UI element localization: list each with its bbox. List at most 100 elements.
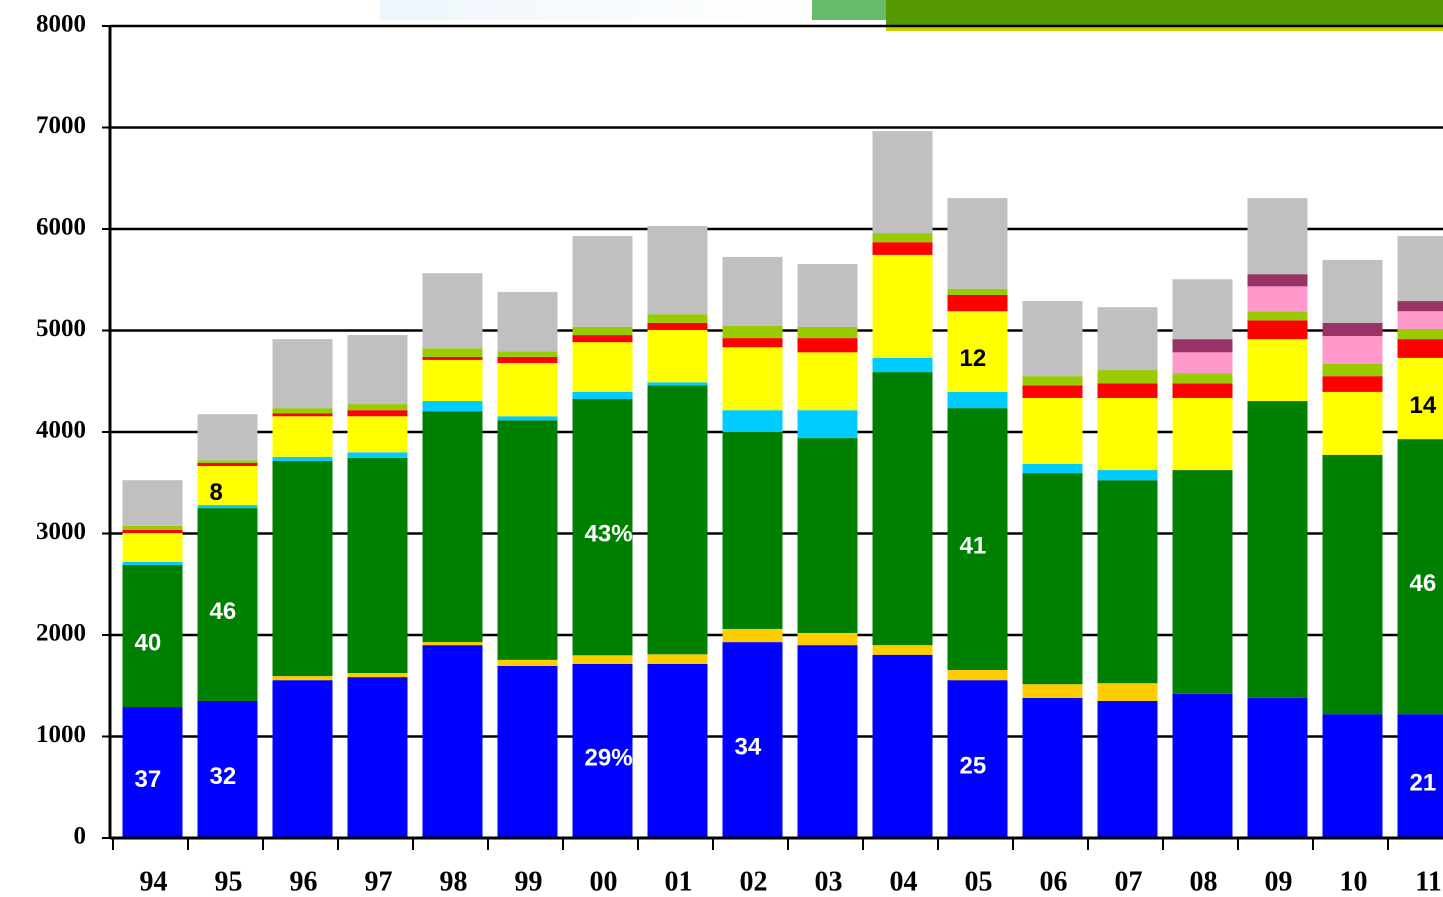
bar-segment (272, 680, 333, 838)
bar-segment (422, 359, 483, 402)
bar-segment (497, 362, 558, 417)
y-tick-label: 7000 (36, 112, 86, 139)
bar-segment (1022, 397, 1083, 464)
bar-segment (272, 416, 333, 457)
bar-segment (722, 410, 783, 432)
bar-segment (1097, 307, 1158, 371)
bar-segment (1397, 439, 1443, 715)
bar-segment (797, 264, 858, 327)
bar-segment (647, 322, 708, 330)
bar-segment (497, 291, 558, 352)
bar-segment (572, 391, 633, 400)
bar-segment (1397, 236, 1443, 302)
data-label: 12 (960, 345, 987, 372)
bar-segment (1172, 352, 1233, 374)
bar-segment (497, 659, 558, 666)
bar-segment (1322, 336, 1383, 364)
bar-segment (272, 413, 333, 417)
bar-segment (1022, 473, 1083, 685)
bar-segment (1397, 714, 1443, 838)
bar-segment (947, 311, 1008, 392)
bar-segment (947, 680, 1008, 838)
bar-segment (497, 420, 558, 660)
bar-segment (1322, 391, 1383, 455)
bar-segment (647, 382, 708, 386)
bar-segment (797, 338, 858, 353)
x-tick-label: 01 (665, 866, 693, 897)
bar-segment (197, 460, 258, 463)
bar-segment (272, 339, 333, 409)
bar-segment (797, 632, 858, 646)
data-label: 14 (1410, 392, 1437, 419)
y-tick-label: 5000 (36, 315, 86, 342)
bar-segment (1172, 373, 1233, 384)
bar-segment (572, 655, 633, 664)
bar-segment (947, 294, 1008, 312)
bar-segment (1397, 357, 1443, 440)
bar-segment (347, 673, 408, 678)
bar-segment (722, 628, 783, 643)
bar-segment (647, 329, 708, 383)
bar-segment (122, 532, 183, 562)
y-tick-label: 8000 (36, 11, 86, 38)
bar-segment (1247, 697, 1308, 838)
bar-segment (422, 642, 483, 646)
bar-segment (197, 466, 258, 506)
bar-segment (1322, 363, 1383, 377)
bar-segment (122, 707, 183, 838)
bar-segment (1322, 322, 1383, 337)
bar-segment (1022, 684, 1083, 698)
bar-segment (1397, 301, 1443, 312)
bar-segment (1172, 397, 1233, 471)
bar-segment (647, 385, 708, 655)
bar-segment (1172, 339, 1233, 353)
bar-segment (122, 529, 183, 533)
data-label: 46 (210, 598, 237, 625)
y-tick-label: 4000 (36, 417, 86, 444)
x-tick-label: 98 (440, 866, 468, 897)
x-tick-label: 96 (290, 866, 318, 897)
bar-segment (122, 564, 183, 708)
bar-segment (197, 505, 258, 509)
bar-segment (1097, 480, 1158, 684)
bar-segment (647, 314, 708, 323)
bar-segment (1172, 383, 1233, 398)
bar-segment (1247, 320, 1308, 340)
header-decoration (886, 0, 1443, 27)
bar-segment (722, 325, 783, 339)
data-label: 25 (960, 752, 987, 779)
data-label: 40 (135, 629, 162, 656)
x-tick-label: 95 (215, 866, 243, 897)
bar-segment (872, 131, 933, 234)
header-decoration (886, 26, 1443, 31)
header-decoration (812, 0, 886, 20)
bar-segment (197, 462, 258, 467)
bar-segment (797, 410, 858, 439)
bar-segment (572, 663, 633, 838)
bar-segment (872, 242, 933, 255)
bar-segment (497, 665, 558, 838)
bar-segment (797, 326, 858, 339)
data-label: 46 (1410, 570, 1437, 597)
y-tick-label: 3000 (36, 518, 86, 545)
bar-segment (572, 399, 633, 656)
y-tick-label: 1000 (36, 721, 86, 748)
bar-segment (1172, 693, 1233, 838)
bar-segment (1097, 383, 1158, 398)
bar-segment (197, 508, 258, 701)
data-label: 34 (735, 733, 762, 760)
bar-segment (1322, 259, 1383, 323)
bar-segment (797, 645, 858, 838)
x-tick-label: 99 (515, 866, 543, 897)
bar-segment (1397, 311, 1443, 329)
bar-segment (347, 452, 408, 458)
bar-segment (947, 198, 1008, 289)
data-label: 29% (585, 744, 633, 771)
bar-segment (722, 642, 783, 838)
bar-segment (872, 233, 933, 243)
x-tick-label: 94 (140, 866, 168, 897)
bar-segment (722, 347, 783, 411)
data-label: 37 (135, 766, 162, 793)
bar-segment (947, 288, 1008, 295)
